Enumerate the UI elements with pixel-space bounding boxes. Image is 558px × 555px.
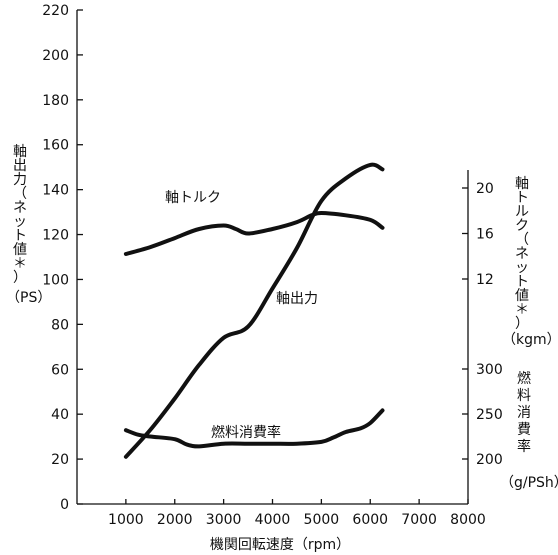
torque-axis-label-char: （ bbox=[515, 232, 529, 248]
x-axis-ticks: 1000 2000 3000 4000 5000 6000 7000 8000 bbox=[108, 499, 486, 528]
bsfc-axis-label-char: 消 bbox=[517, 405, 531, 421]
bsfc-tick-label: 250 bbox=[476, 407, 503, 423]
x-tick-label: 8000 bbox=[450, 512, 486, 528]
left-axis-label-char: 値 bbox=[13, 242, 27, 258]
left-tick-label: 100 bbox=[42, 272, 69, 288]
left-axis-ticks: 0 20 40 60 80 100 120 140 160 180 200 220 bbox=[42, 3, 83, 513]
bsfc-axis-label: 燃料消費率 bbox=[517, 370, 531, 455]
bsfc-series-label: 燃料消費率 bbox=[211, 424, 281, 441]
x-tick-label: 7000 bbox=[401, 512, 437, 528]
torque-axis-label-char: ト bbox=[515, 274, 529, 290]
x-tick-label: 4000 bbox=[255, 512, 291, 528]
left-tick-label: 160 bbox=[42, 138, 69, 154]
left-tick-label: 0 bbox=[60, 497, 69, 513]
left-axis-label-char: ＊ bbox=[13, 256, 27, 272]
torque-series-label: 軸トルク bbox=[165, 190, 221, 206]
x-axis-label: 機関回転速度（rpm） bbox=[210, 537, 350, 553]
bsfc-tick-label: 200 bbox=[476, 452, 503, 468]
x-tick-label: 6000 bbox=[352, 512, 388, 528]
bsfc-axis-label-char: 料 bbox=[517, 388, 531, 404]
torque-axis-label-char: ト bbox=[515, 190, 529, 206]
torque-axis-label-char: ） bbox=[515, 316, 529, 332]
x-tick-label: 1000 bbox=[108, 512, 144, 528]
torque-line bbox=[123, 211, 385, 256]
left-tick-label: 140 bbox=[42, 183, 69, 199]
left-tick-label: 60 bbox=[51, 362, 69, 378]
torque-axis-label-char: ク bbox=[515, 218, 529, 234]
left-tick-label: 200 bbox=[42, 48, 69, 64]
torque-axis-label-char: ＊ bbox=[515, 302, 529, 318]
bsfc-axis-ticks: 200 250 300 bbox=[462, 362, 503, 468]
torque-axis-label-char: ッ bbox=[515, 260, 529, 276]
bsfc-axis-label-char: 費 bbox=[517, 422, 531, 438]
left-tick-label: 180 bbox=[42, 93, 69, 109]
left-axis-label-char: ） bbox=[13, 270, 27, 286]
left-axis-label-char: ト bbox=[13, 228, 27, 244]
x-tick-label: 5000 bbox=[304, 512, 340, 528]
left-axis-label-char: ネ bbox=[13, 200, 27, 216]
torque-axis-label-char: 軸 bbox=[515, 176, 529, 192]
torque-axis-unit: （kgm） bbox=[502, 332, 558, 348]
x-tick-label: 2000 bbox=[157, 512, 193, 528]
left-axis-unit: （PS） bbox=[6, 290, 51, 306]
bsfc-axis-label-char: 率 bbox=[517, 438, 531, 455]
left-axis-label-char: 力 bbox=[13, 172, 27, 188]
output-line bbox=[123, 162, 385, 459]
output-series-label: 軸出力 bbox=[276, 291, 318, 307]
left-tick-label: 20 bbox=[51, 452, 69, 468]
left-tick-label: 120 bbox=[42, 228, 69, 244]
bsfc-line bbox=[123, 408, 385, 449]
left-axis-label-char: 軸 bbox=[13, 144, 27, 160]
left-axis-label-char: （ bbox=[13, 186, 27, 202]
left-tick-label: 220 bbox=[42, 3, 69, 19]
left-axis-label-char: 出 bbox=[13, 158, 27, 174]
left-tick-label: 40 bbox=[51, 407, 69, 423]
bsfc-axis-label-char: 燃 bbox=[517, 370, 531, 387]
torque-axis-label-char: 値 bbox=[515, 288, 529, 304]
bsfc-axis-unit: （g/PSh） bbox=[500, 475, 558, 491]
torque-tick-label: 16 bbox=[476, 227, 494, 243]
torque-tick-label: 20 bbox=[476, 181, 494, 197]
left-axis-label-char: ッ bbox=[13, 214, 27, 230]
bsfc-tick-label: 300 bbox=[476, 362, 503, 378]
x-tick-label: 3000 bbox=[206, 512, 242, 528]
left-tick-label: 80 bbox=[51, 317, 69, 333]
torque-axis-label-char: ネ bbox=[515, 246, 529, 262]
torque-tick-label: 12 bbox=[476, 272, 494, 288]
series-lines bbox=[123, 162, 385, 459]
torque-axis-label-char: ル bbox=[515, 204, 529, 220]
torque-axis-ticks: 12 16 20 bbox=[462, 181, 494, 288]
